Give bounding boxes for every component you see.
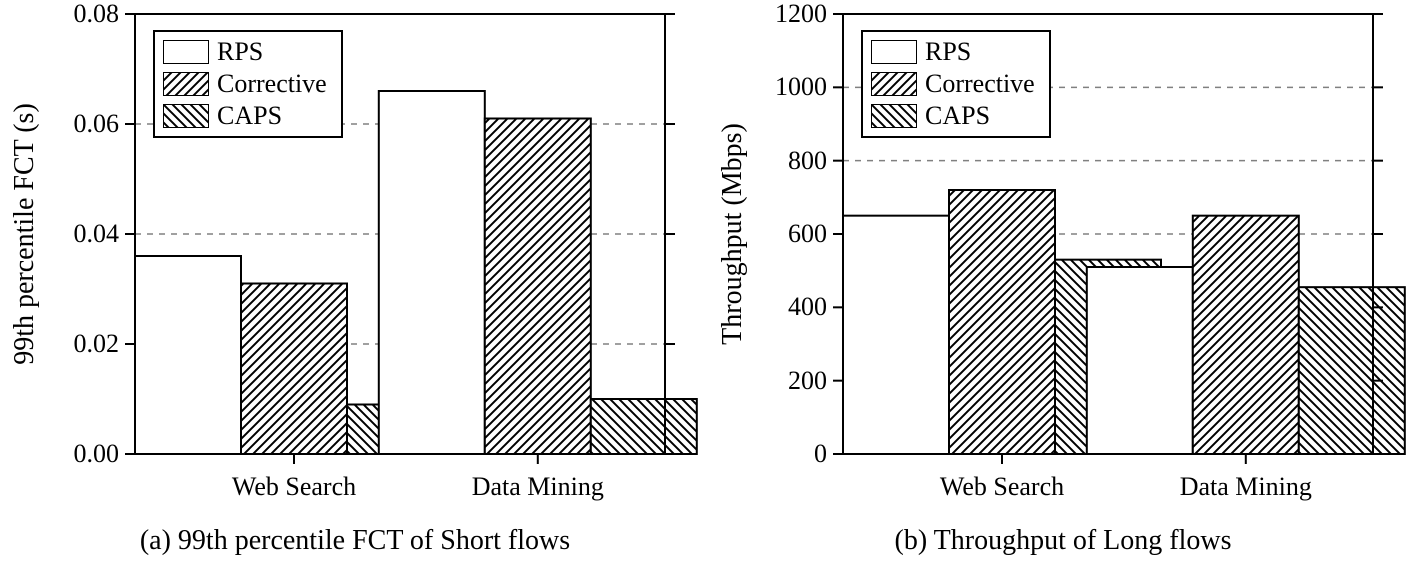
legend-row-caps: CAPS: [871, 100, 1041, 132]
legend-row-caps: CAPS: [163, 100, 333, 132]
legend-label-corrective: Corrective: [217, 69, 327, 99]
y-tick-label: 800: [743, 146, 827, 176]
bar-corrective: [241, 284, 347, 455]
y-tick-label: 600: [743, 219, 827, 249]
bar-corrective: [949, 190, 1055, 454]
panel-fct: 99th percentile FCT (s)0.000.020.040.060…: [20, 6, 690, 573]
bar-corrective: [485, 119, 591, 455]
x-category-label: Web Search: [232, 472, 356, 502]
legend-swatch-caps: [163, 104, 209, 128]
bar-rps: [135, 256, 241, 454]
legend-swatch-rps: [871, 40, 917, 64]
legend-swatch-rps: [163, 40, 209, 64]
bar-rps: [379, 91, 485, 454]
y-tick-label: 0.02: [35, 329, 119, 359]
bar-rps: [843, 216, 949, 454]
legend-label-caps: CAPS: [925, 101, 990, 131]
y-tick-label: 200: [743, 366, 827, 396]
y-tick-label: 0.00: [35, 439, 119, 469]
panel-tput: Throughput (Mbps)020040060080010001200We…: [728, 6, 1398, 573]
y-tick-label: 0: [743, 439, 827, 469]
x-category-label: Web Search: [940, 472, 1064, 502]
bar-rps: [1087, 267, 1193, 454]
figure-panels: 99th percentile FCT (s)0.000.020.040.060…: [0, 0, 1418, 573]
legend: RPSCorrectiveCAPS: [153, 30, 343, 138]
y-tick-label: 400: [743, 292, 827, 322]
legend-label-rps: RPS: [925, 37, 971, 67]
legend: RPSCorrectiveCAPS: [861, 30, 1051, 138]
legend-swatch-corrective: [871, 72, 917, 96]
caption-fct: (a) 99th percentile FCT of Short flows: [140, 525, 570, 557]
bar-corrective: [1193, 216, 1299, 454]
x-category-label: Data Mining: [472, 472, 604, 502]
bar-caps: [591, 399, 697, 454]
legend-row-corrective: Corrective: [871, 68, 1041, 100]
chart-tput: Throughput (Mbps)020040060080010001200We…: [743, 6, 1383, 511]
legend-row-rps: RPS: [163, 36, 333, 68]
legend-label-caps: CAPS: [217, 101, 282, 131]
caption-tput: (b) Throughput of Long flows: [895, 525, 1232, 557]
y-tick-label: 1200: [743, 0, 827, 29]
legend-label-rps: RPS: [217, 37, 263, 67]
y-tick-label: 0.08: [35, 0, 119, 29]
y-tick-label: 1000: [743, 72, 827, 102]
bar-caps: [1299, 287, 1405, 454]
legend-swatch-corrective: [163, 72, 209, 96]
legend-swatch-caps: [871, 104, 917, 128]
legend-row-rps: RPS: [871, 36, 1041, 68]
legend-row-corrective: Corrective: [163, 68, 333, 100]
chart-fct: 99th percentile FCT (s)0.000.020.040.060…: [35, 6, 675, 511]
y-tick-label: 0.04: [35, 219, 119, 249]
legend-label-corrective: Corrective: [925, 69, 1035, 99]
y-tick-label: 0.06: [35, 109, 119, 139]
x-category-label: Data Mining: [1180, 472, 1312, 502]
